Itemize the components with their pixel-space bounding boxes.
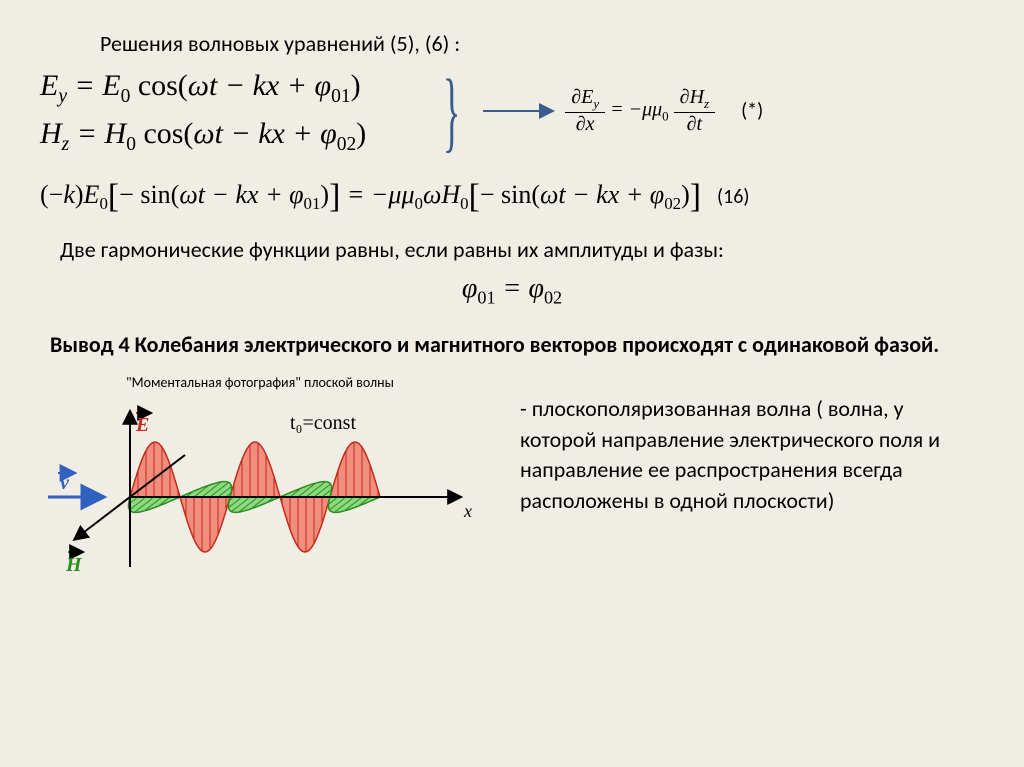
svg-text:v: v (60, 472, 70, 494)
conclusion-4: Вывод 4 Колебания электрического и магни… (50, 330, 984, 360)
heading-solutions: Решения волновых уравнений (5), (6) : (100, 30, 984, 57)
svg-text:H: H (65, 554, 83, 576)
slide: Решения волновых уравнений (5), (6) : Ey… (0, 0, 1024, 767)
svg-text:x: x (463, 501, 472, 521)
phase-equation: φ01 = φ02 (40, 273, 984, 309)
brace-icon: } (443, 71, 460, 152)
polarization-description: - плоскополяризованная волна ( волна, у … (520, 394, 984, 517)
partial-equation: ∂Ey∂x = −μμ0 ∂Hz∂t (565, 86, 715, 136)
bottom-row: "Моментальная фотография" плоской волны … (40, 374, 984, 607)
figure-caption: "Моментальная фотография" плоской волны (40, 374, 480, 391)
wave-equations: Ey = E0 cos(ωt − kx + φ01) Hz = H0 cos(ω… (40, 63, 420, 160)
equation-Hz: Hz = H0 cos(ωt − kx + φ02) (40, 111, 420, 159)
arrow-icon (483, 110, 553, 112)
wave-equations-row: Ey = E0 cos(ωt − kx + φ01) Hz = H0 cos(ω… (40, 63, 984, 160)
harmonic-text: Две гармонические функции равны, если ра… (60, 236, 984, 263)
svg-text:t₀=const: t₀=const (290, 412, 356, 434)
eq-star-label: (*) (741, 99, 763, 123)
eq16-label: (16) (717, 185, 749, 209)
equation-Ey: Ey = E0 cos(ωt − kx + φ01) (40, 63, 420, 111)
wave-figure: "Моментальная фотография" плоской волны … (40, 374, 480, 607)
wave-diagram: E Hv x t₀=const (40, 397, 480, 607)
svg-text:E: E (135, 414, 149, 436)
implies-group: ∂Ey∂x = −μμ0 ∂Hz∂t (*) (483, 86, 763, 136)
equation-16: (−k)E0[− sin(ωt − kx + φ01)] = −μμ0ωH0[−… (40, 178, 984, 216)
